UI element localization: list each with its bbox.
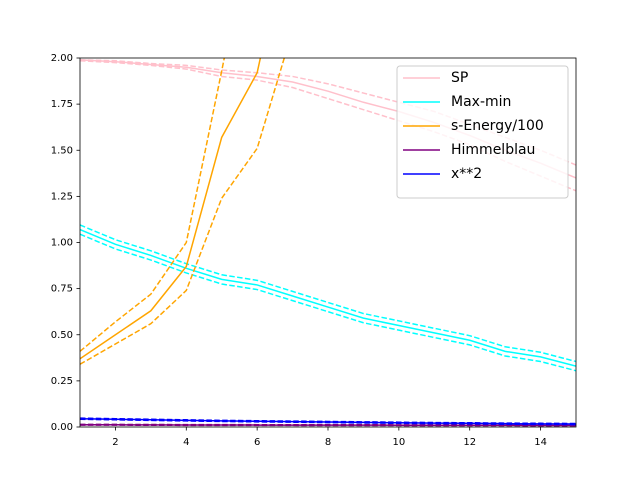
legend-label: s-Energy/100	[451, 118, 544, 134]
legend-label: x**2	[451, 166, 482, 182]
y-tick-label: 0.75	[51, 284, 73, 295]
axes: 2 4 6 8 10 12 14 0.00 0.25 0.50 0.75 1.00 1.25 1.50 1.…	[51, 53, 577, 448]
y-tick-label: 2.00	[51, 53, 73, 64]
legend-label: SP	[451, 70, 468, 86]
band-line	[80, 233, 576, 372]
x-tick-label: 14	[534, 437, 547, 448]
legend-label: Himmelblau	[451, 142, 535, 158]
series-line	[80, 58, 262, 360]
y-tick-label: 1.25	[51, 191, 73, 202]
band-line	[80, 424, 576, 427]
x-tick-label: 2	[112, 437, 118, 448]
x-tick-label: 8	[325, 437, 331, 448]
band-line	[80, 418, 576, 426]
x-tick-label: 10	[392, 437, 405, 448]
legend: SP Max-min s-Energy/100 Himmelblau x**2	[396, 65, 569, 199]
x-tick-label: 12	[463, 437, 476, 448]
series-line	[80, 228, 576, 367]
y-tick-label: 0.00	[51, 422, 73, 433]
y-tick-label: 1.00	[51, 238, 73, 249]
legend-label: Max-min	[451, 94, 511, 110]
y-tick-label: 1.50	[51, 145, 73, 156]
x-tick-label: 6	[254, 437, 260, 448]
band-line	[80, 417, 576, 425]
y-tick-label: 1.75	[51, 99, 73, 110]
band-line	[80, 58, 286, 365]
band-line	[80, 58, 226, 352]
x-tick-label: 4	[183, 437, 189, 448]
y-tick-label: 0.50	[51, 330, 73, 341]
y-tick-label: 0.25	[51, 376, 73, 387]
band-line	[80, 224, 576, 363]
legend-box	[396, 65, 569, 199]
